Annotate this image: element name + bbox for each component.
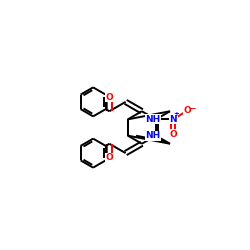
Text: O: O <box>170 130 177 139</box>
Text: O: O <box>106 153 113 162</box>
Text: N: N <box>170 115 177 124</box>
Text: NH: NH <box>145 115 160 124</box>
Text: O: O <box>106 93 113 102</box>
Text: −: − <box>189 104 195 113</box>
Text: O: O <box>183 106 191 115</box>
Text: NH: NH <box>145 131 160 140</box>
Text: +: + <box>174 112 180 117</box>
